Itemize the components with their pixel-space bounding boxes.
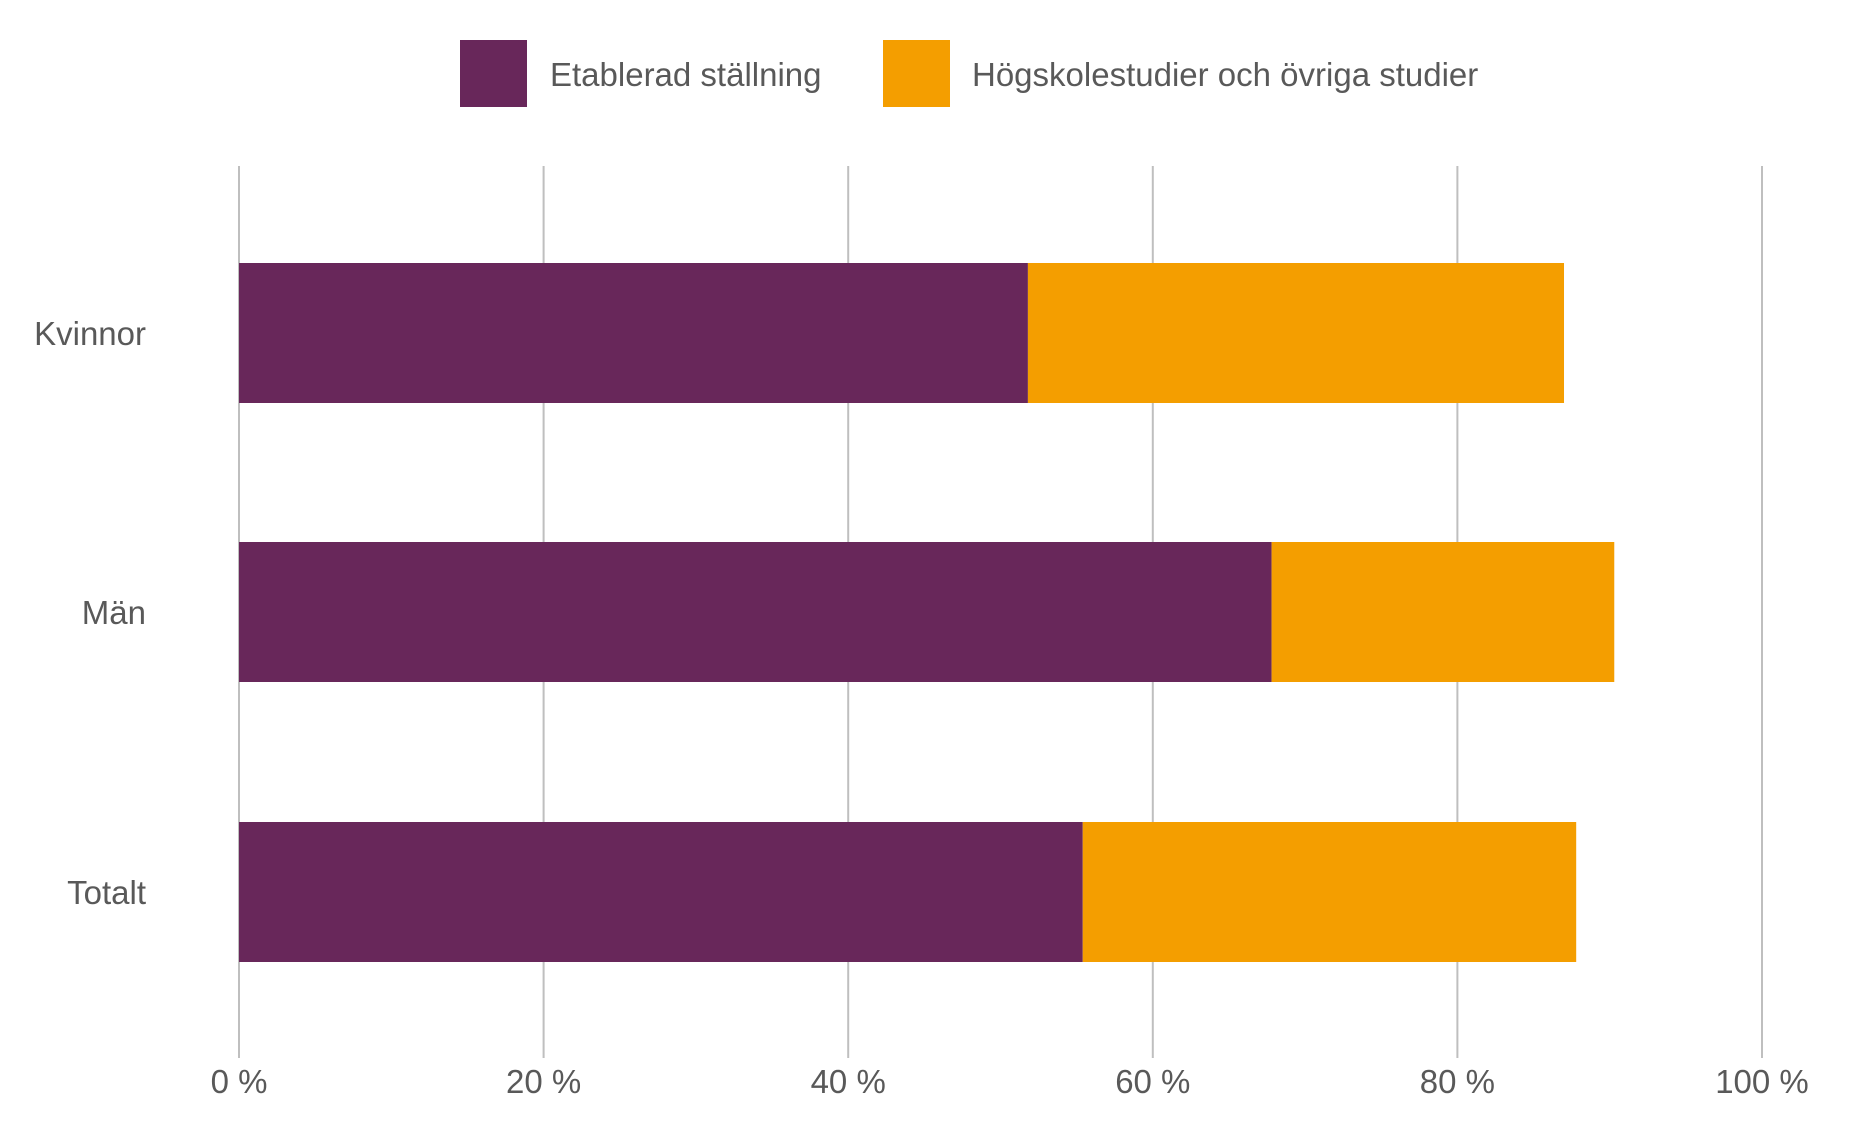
x-tick-label: 40 % <box>811 1063 886 1100</box>
category-labels: Kvinnor Män Totalt <box>34 315 146 911</box>
bar-totalt-series-0 <box>239 822 1083 962</box>
legend-swatch-1 <box>883 40 950 107</box>
category-label: Kvinnor <box>34 315 146 352</box>
legend-label-0: Etablerad ställning <box>550 56 822 93</box>
bar-kvinnor-series-1 <box>1027 263 1565 403</box>
bar-män-series-0 <box>239 542 1272 682</box>
category-label: Totalt <box>67 874 146 911</box>
bar-män-series-1 <box>1271 542 1615 682</box>
x-tick-label: 0 % <box>211 1063 268 1100</box>
bar-kvinnor-series-0 <box>239 263 1028 403</box>
x-tick-label: 80 % <box>1420 1063 1495 1100</box>
chart-legend: Etablerad ställning Högskolestudier och ö… <box>460 40 1478 107</box>
legend-label-1: Högskolestudier och övriga studier <box>972 56 1478 93</box>
x-tick-label: 100 % <box>1715 1063 1809 1100</box>
bars <box>239 263 1615 962</box>
category-label: Män <box>82 594 146 631</box>
x-axis-tick-labels: 0 % 20 % 40 % 60 % 80 % 100 % <box>211 1063 1809 1100</box>
bar-totalt-series-1 <box>1082 822 1577 962</box>
legend-swatch-0 <box>460 40 527 107</box>
x-tick-label: 20 % <box>506 1063 581 1100</box>
x-tick-label: 60 % <box>1115 1063 1190 1100</box>
